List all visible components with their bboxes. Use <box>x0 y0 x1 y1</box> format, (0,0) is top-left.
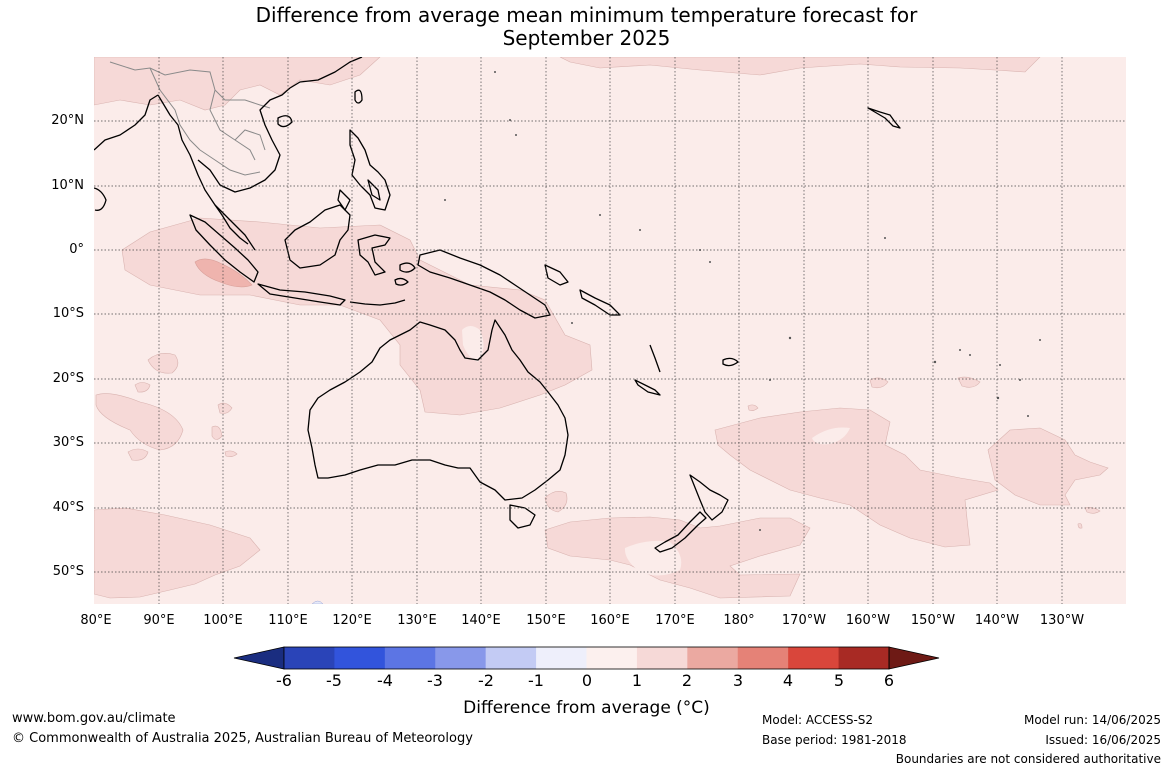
colorbar-tick-label: 4 <box>782 671 794 690</box>
lon-label-160w: 160°W <box>845 613 891 628</box>
lon-label-140e: 140°E <box>461 613 501 628</box>
map-title: Difference from average mean minimum tem… <box>0 4 1173 50</box>
footer-issued: Issued: 16/06/2025 <box>1045 733 1161 747</box>
colorbar-tick-label: 6 <box>883 671 895 690</box>
lat-label-0: 0° <box>69 242 84 257</box>
colorbar-tick-label: -6 <box>276 671 292 690</box>
footer-website: www.bom.gov.au/climate <box>12 711 176 726</box>
graticule <box>94 57 1126 604</box>
colorbar-tick-label: 2 <box>681 671 693 690</box>
lon-label-150w: 150°W <box>910 613 956 628</box>
colorbar-tick-label: 5 <box>833 671 845 690</box>
colorbar-tick-label: 3 <box>732 671 744 690</box>
lon-label-170e: 170°E <box>655 613 695 628</box>
title-line-2: September 2025 <box>502 26 671 50</box>
lat-label-40s: 40°S <box>52 500 84 515</box>
lon-label-140w: 140°W <box>974 613 1020 628</box>
footer-copyright: © Commonwealth of Australia 2025, Austra… <box>12 731 473 746</box>
negative-anomaly-spot <box>311 600 324 604</box>
colorbar-tick-label: -2 <box>478 671 494 690</box>
anomaly-regions-1-2 <box>94 57 1109 599</box>
lon-label-110e: 110°E <box>268 613 308 628</box>
anomaly-region-2-3 <box>194 258 253 288</box>
colorbar-tick-label: -1 <box>528 671 544 690</box>
country-borders <box>109 61 271 176</box>
lat-label-30s: 30°S <box>52 435 84 450</box>
colorbar-title: Difference from average (°C) <box>463 698 710 718</box>
lon-label-180: 180° <box>723 613 755 628</box>
lat-label-20n: 20°N <box>51 113 84 128</box>
colorbar-tick-label: 1 <box>631 671 643 690</box>
lat-label-10n: 10°N <box>51 178 84 193</box>
lon-label-120e: 120°E <box>332 613 372 628</box>
lon-label-80e: 80°E <box>80 613 112 628</box>
title-line-1: Difference from average mean minimum tem… <box>255 3 918 27</box>
lon-label-100e: 100°E <box>203 613 243 628</box>
lat-label-50s: 50°S <box>52 564 84 579</box>
lat-label-20s: 20°S <box>52 371 84 386</box>
colorbar-tick-label: -3 <box>427 671 443 690</box>
lon-label-150e: 150°E <box>526 613 566 628</box>
footer-model: Model: ACCESS-S2 <box>762 713 874 727</box>
lon-label-170w: 170°W <box>781 613 827 628</box>
coastlines <box>94 57 901 553</box>
lon-label-160e: 160°E <box>590 613 630 628</box>
colorbar-tick-label: -5 <box>326 671 342 690</box>
colorbar-tick-label: 0 <box>581 671 593 690</box>
footer-disclaimer: Boundaries are not considered authoritat… <box>895 752 1161 766</box>
lat-label-10s: 10°S <box>52 306 84 321</box>
pacific-islands <box>444 71 1041 531</box>
footer-base-period: Base period: 1981-2018 <box>762 733 907 747</box>
colorbar-tick-label: -4 <box>377 671 393 690</box>
lon-label-130e: 130°E <box>397 613 437 628</box>
lon-label-90e: 90°E <box>143 613 175 628</box>
footer-model-run: Model run: 14/06/2025 <box>1023 713 1161 727</box>
lon-label-130w: 130°W <box>1039 613 1085 628</box>
